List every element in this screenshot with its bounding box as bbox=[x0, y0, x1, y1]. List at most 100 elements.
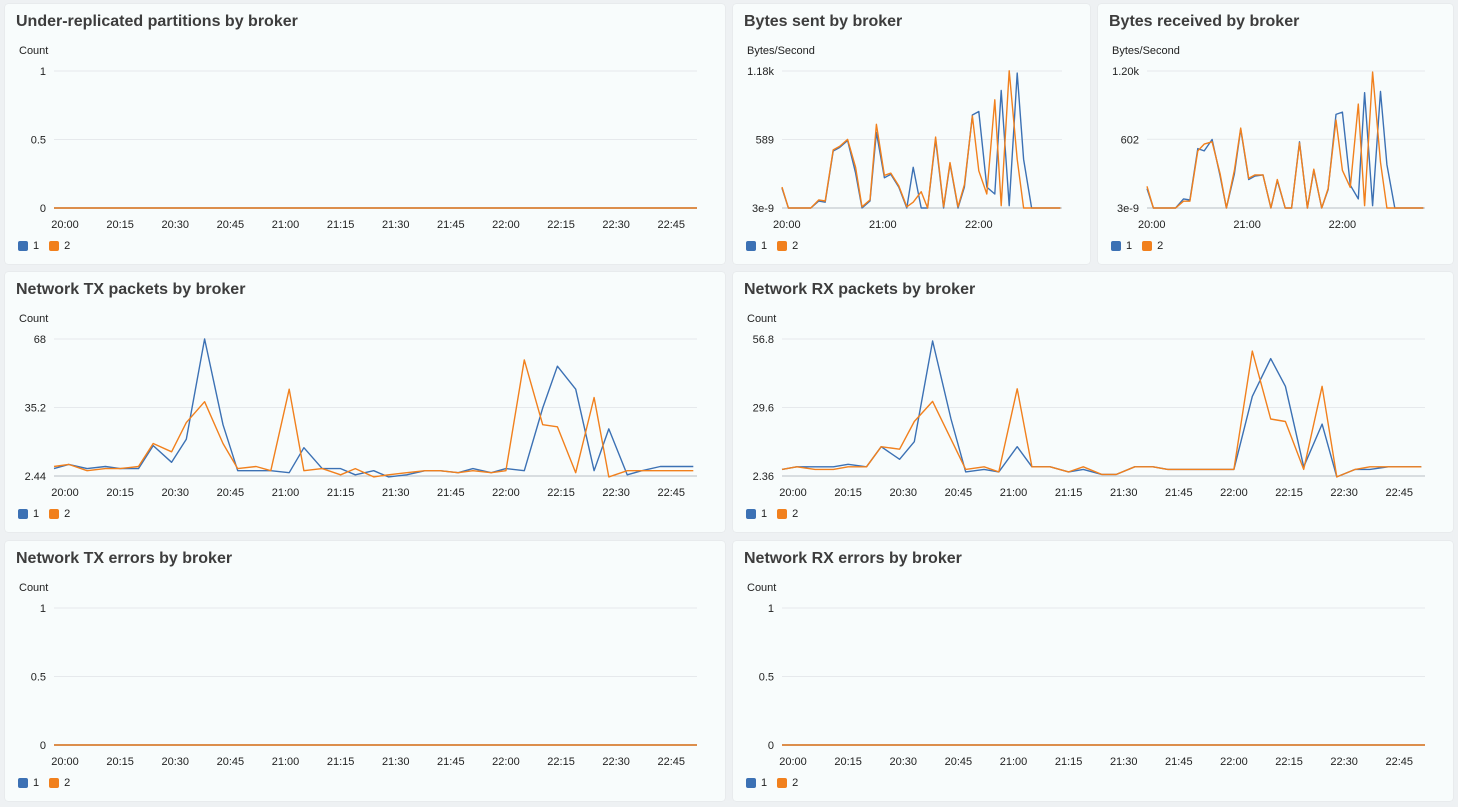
y-tick-label: 1.18k bbox=[747, 66, 774, 78]
legend-item-1[interactable]: 1 bbox=[18, 240, 39, 252]
legend-swatch-1 bbox=[746, 778, 756, 788]
x-tick-label: 21:45 bbox=[1165, 487, 1193, 499]
y-tick-label: 602 bbox=[1121, 134, 1139, 146]
x-tick-label: 20:15 bbox=[106, 756, 134, 768]
panel-title: Bytes sent by broker bbox=[744, 13, 903, 30]
chart-svg[interactable]: 3e-9 589 1.18k 20:00 21:00 22:00 bbox=[733, 4, 1090, 264]
legend-item-2[interactable]: 2 bbox=[777, 777, 798, 789]
legend-item-1[interactable]: 1 bbox=[746, 508, 767, 520]
x-tick-label: 20:00 bbox=[51, 219, 79, 231]
chart-svg[interactable]: 2.36 29.6 56.8 20:00 20:15 20:30 20:45 21:00 21:… bbox=[733, 272, 1453, 532]
legend-label: 1 bbox=[761, 240, 768, 252]
legend-swatch-2 bbox=[49, 509, 60, 519]
x-tick-label: 21:45 bbox=[1165, 756, 1193, 768]
x-tick-label: 22:30 bbox=[602, 756, 630, 768]
legend-label: 2 bbox=[792, 777, 799, 789]
x-tick-label: 21:30 bbox=[1110, 487, 1138, 499]
legend: 1 2 bbox=[746, 777, 798, 789]
x-tick-label: 20:45 bbox=[217, 756, 245, 768]
y-tick-label: 0.5 bbox=[31, 135, 46, 147]
x-tick-label: 22:45 bbox=[1386, 756, 1414, 768]
x-tick-label: 20:45 bbox=[945, 487, 973, 499]
x-tick-label: 21:15 bbox=[327, 487, 355, 499]
x-tick-label: 21:00 bbox=[1000, 756, 1028, 768]
y-unit-label: Count bbox=[747, 582, 777, 594]
legend-item-2[interactable]: 2 bbox=[49, 508, 70, 520]
x-tick-label: 21:30 bbox=[1110, 756, 1138, 768]
x-tick-label: 21:00 bbox=[1000, 487, 1028, 499]
legend-item-2[interactable]: 2 bbox=[49, 777, 70, 789]
chart-svg[interactable]: 2.44 35.2 68 20:00 20:15 20:30 20:45 21:00 21:15… bbox=[5, 272, 725, 532]
x-tick-label: 20:30 bbox=[889, 756, 917, 768]
panel-title: Bytes received by broker bbox=[1109, 13, 1300, 30]
chart-svg[interactable]: 0 0.5 1 20:00 20:15 20:30 20:45 21:00 21:15 21:30… bbox=[733, 541, 1453, 801]
x-tick-label: 22:30 bbox=[1330, 487, 1358, 499]
legend-swatch-2 bbox=[1142, 241, 1153, 251]
panel-title: Under-replicated partitions by broker bbox=[16, 13, 298, 30]
series-line-2 bbox=[1146, 71, 1424, 209]
legend-item-1[interactable]: 1 bbox=[18, 777, 39, 789]
x-tick-label: 22:30 bbox=[602, 219, 630, 231]
bytes-received-panel: Bytes received by broker Bytes/Second 3e… bbox=[1098, 4, 1453, 264]
y-tick-label: 1 bbox=[768, 603, 774, 615]
legend-swatch-2 bbox=[777, 778, 788, 788]
legend-label: 2 bbox=[64, 777, 71, 789]
x-tick-label: 20:00 bbox=[773, 219, 801, 231]
x-tick-label: 21:00 bbox=[869, 219, 897, 231]
panel-title: Network TX packets by broker bbox=[16, 281, 246, 298]
legend-item-1[interactable]: 1 bbox=[18, 508, 39, 520]
legend-item-2[interactable]: 2 bbox=[1142, 240, 1163, 252]
x-tick-label: 21:45 bbox=[437, 487, 465, 499]
legend-item-2[interactable]: 2 bbox=[777, 240, 798, 252]
x-tick-label: 20:30 bbox=[161, 487, 189, 499]
chart-svg[interactable]: 3e-9 602 1.20k 20:00 21:00 22:00 bbox=[1098, 4, 1453, 264]
legend-swatch-1 bbox=[18, 241, 28, 251]
x-tick-label: 21:45 bbox=[437, 219, 465, 231]
y-tick-label: 0 bbox=[40, 203, 46, 215]
y-tick-label: 0 bbox=[40, 740, 46, 752]
legend-swatch-2 bbox=[49, 241, 60, 251]
x-tick-label: 20:45 bbox=[217, 219, 245, 231]
legend-label: 2 bbox=[64, 508, 71, 520]
bytes-sent-panel: Bytes sent by broker Bytes/Second 3e-9 58… bbox=[733, 4, 1090, 264]
legend-item-1[interactable]: 1 bbox=[746, 777, 767, 789]
legend-label: 1 bbox=[761, 777, 768, 789]
y-tick-label: 3e-9 bbox=[752, 203, 774, 215]
legend-swatch-1 bbox=[746, 509, 756, 519]
y-unit-label: Bytes/Second bbox=[747, 45, 815, 57]
legend-item-1[interactable]: 1 bbox=[746, 240, 767, 252]
x-tick-label: 22:15 bbox=[1275, 487, 1303, 499]
x-tick-label: 20:30 bbox=[161, 219, 189, 231]
x-tick-label: 22:00 bbox=[1220, 756, 1248, 768]
legend-label: 2 bbox=[64, 240, 71, 252]
x-tick-label: 20:15 bbox=[834, 487, 862, 499]
x-tick-label: 21:30 bbox=[382, 487, 410, 499]
legend-swatch-1 bbox=[1111, 241, 1121, 251]
network-rx-errors-panel: Network RX errors by broker Count 0 0.5 1 2… bbox=[733, 541, 1453, 801]
legend-item-2[interactable]: 2 bbox=[777, 508, 798, 520]
legend-item-2[interactable]: 2 bbox=[49, 240, 70, 252]
y-tick-label: 35.2 bbox=[25, 403, 46, 415]
chart-svg[interactable]: 0 0.5 1 20:00 20:15 20:30 20:45 21:00 21:15 21:30… bbox=[5, 4, 725, 264]
legend: 1 2 bbox=[746, 508, 798, 520]
chart-svg[interactable]: 0 0.5 1 20:00 20:15 20:30 20:45 21:00 21:15 21:30… bbox=[5, 541, 725, 801]
x-tick-label: 20:15 bbox=[106, 487, 134, 499]
x-tick-label: 20:00 bbox=[51, 756, 79, 768]
legend-swatch-2 bbox=[49, 778, 60, 788]
x-tick-label: 22:45 bbox=[658, 756, 686, 768]
legend: 1 2 bbox=[18, 508, 70, 520]
x-tick-label: 22:15 bbox=[547, 756, 575, 768]
panel-title: Network RX packets by broker bbox=[744, 281, 976, 298]
x-tick-label: 22:00 bbox=[492, 487, 520, 499]
series-line-1 bbox=[781, 72, 1061, 209]
legend-label: 2 bbox=[1157, 240, 1164, 252]
legend-item-1[interactable]: 1 bbox=[1111, 240, 1132, 252]
series-line-2 bbox=[781, 350, 1422, 478]
legend-label: 2 bbox=[792, 240, 799, 252]
series-line-1 bbox=[1146, 90, 1424, 209]
x-tick-label: 21:15 bbox=[1055, 487, 1083, 499]
x-tick-label: 20:00 bbox=[1138, 219, 1166, 231]
x-tick-label: 21:30 bbox=[382, 756, 410, 768]
panel-title: Network RX errors by broker bbox=[744, 550, 962, 567]
legend-swatch-1 bbox=[18, 778, 28, 788]
